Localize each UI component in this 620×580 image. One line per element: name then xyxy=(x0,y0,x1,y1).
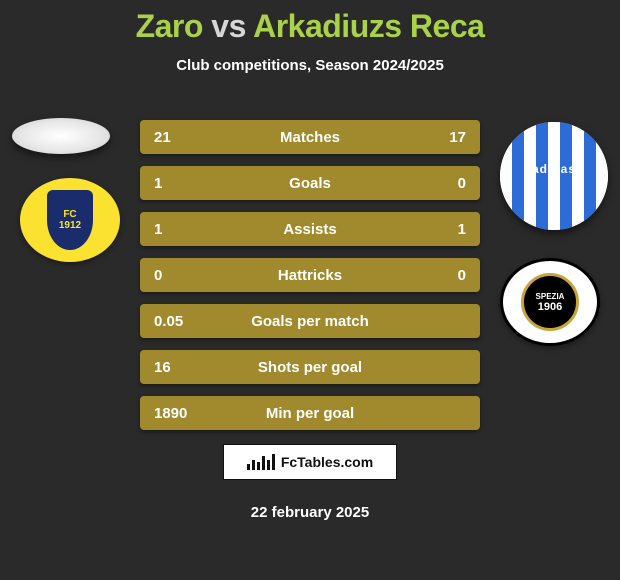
club-right-top: SPEZIA xyxy=(536,292,565,301)
stat-right-value: 0 xyxy=(426,267,466,284)
stats-column: 21Matches171Goals01Assists10Hattricks00.… xyxy=(140,120,480,442)
stat-label: Min per goal xyxy=(194,405,426,422)
player2-club-badge: SPEZIA 1906 xyxy=(500,258,600,346)
subtitle: Club competitions, Season 2024/2025 xyxy=(0,57,620,74)
player2-avatar xyxy=(500,122,608,230)
player1-club-badge: FC1912 xyxy=(20,178,120,262)
stat-label: Hattricks xyxy=(194,267,426,284)
fctables-text: FcTables.com xyxy=(281,454,373,470)
stat-right-value: 0 xyxy=(426,175,466,192)
stat-row: 16Shots per goal xyxy=(140,350,480,384)
stat-row: 1Goals0 xyxy=(140,166,480,200)
stat-left-value: 21 xyxy=(154,129,194,146)
stat-label: Goals per match xyxy=(194,313,426,330)
club-right-bot: 1906 xyxy=(538,301,562,313)
stat-left-value: 0 xyxy=(154,267,194,284)
stat-row: 0.05Goals per match xyxy=(140,304,480,338)
stat-label: Shots per goal xyxy=(194,359,426,376)
stat-row: 21Matches17 xyxy=(140,120,480,154)
player1-avatar xyxy=(12,118,110,154)
stat-left-value: 16 xyxy=(154,359,194,376)
stat-left-value: 1890 xyxy=(154,405,194,422)
player1-name: Zaro xyxy=(136,8,203,44)
stat-left-value: 1 xyxy=(154,175,194,192)
stat-label: Matches xyxy=(194,129,426,146)
chart-icon xyxy=(247,454,275,470)
stat-left-value: 0.05 xyxy=(154,313,194,330)
vs-text: vs xyxy=(211,8,246,44)
comparison-date: 22 february 2025 xyxy=(0,504,620,521)
club-left-text: FC1912 xyxy=(47,190,93,250)
stat-row: 0Hattricks0 xyxy=(140,258,480,292)
stat-row: 1890Min per goal xyxy=(140,396,480,430)
player2-name: Arkadiuzs Reca xyxy=(253,8,484,44)
stat-right-value: 1 xyxy=(426,221,466,238)
fctables-link[interactable]: FcTables.com xyxy=(223,444,397,480)
page-title: Zaro vs Arkadiuzs Reca xyxy=(0,0,620,45)
stat-label: Assists xyxy=(194,221,426,238)
stat-label: Goals xyxy=(194,175,426,192)
stat-right-value: 17 xyxy=(426,129,466,146)
stat-left-value: 1 xyxy=(154,221,194,238)
stat-row: 1Assists1 xyxy=(140,212,480,246)
